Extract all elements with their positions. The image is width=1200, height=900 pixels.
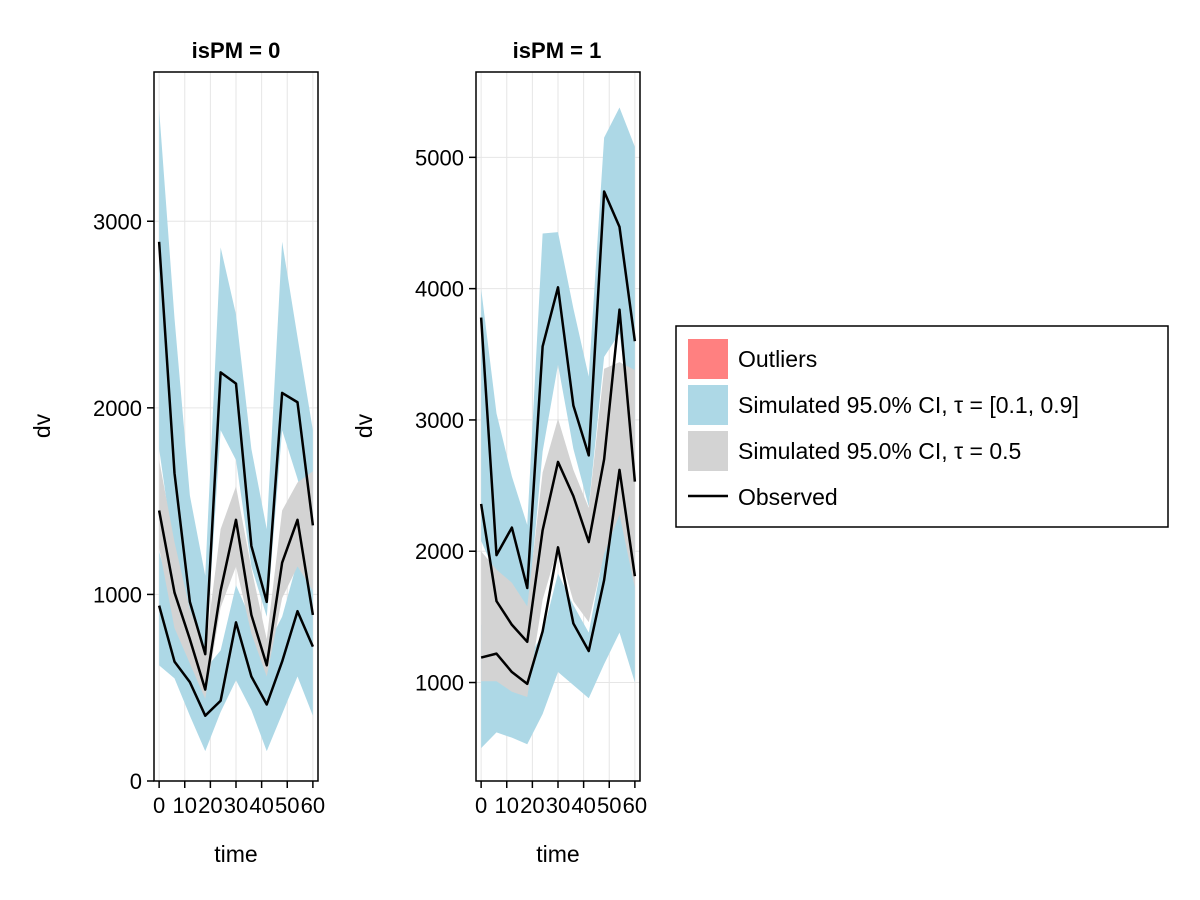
y-tick-label: 1000 [415,671,464,696]
observed-line-1 [479,308,637,644]
legend: Outliers Simulated 95.0% CI, τ = [0.1, 0… [675,325,1169,528]
y-tick-label: 3000 [415,408,464,433]
legend-label-ci-median: Simulated 95.0% CI, τ = 0.5 [738,438,1021,464]
x-tick-label: 60 [623,793,647,818]
y-tick-label: 5000 [415,145,464,170]
legend-label-ci-outer: Simulated 95.0% CI, τ = [0.1, 0.9] [738,392,1079,418]
x-tick-label: 0 [153,793,165,818]
observed-line-1 [157,510,315,691]
panel-title: isPM = 1 [513,38,602,63]
x-axis-label: time [214,841,257,867]
y-tick-label: 4000 [415,277,464,302]
x-tick-label: 50 [275,793,299,818]
observed-lines [157,241,315,717]
legend-frame [675,325,1169,528]
panel-ispm-0: isPM = 0 0 10 20 30 40 50 60 0 1000 2000 3000 tim… [29,38,325,867]
ci-band-median [481,362,635,697]
x-ticks: 0 10 20 30 40 50 60 [153,781,325,818]
x-tick-label: 30 [224,793,248,818]
legend-swatch-ci-median [688,431,728,471]
y-tick-label: 1000 [93,582,142,607]
x-tick-label: 40 [249,793,273,818]
observed-line-0 [157,241,315,656]
ci-band-upper-quantile [481,107,635,619]
observed-line-0 [479,190,637,590]
y-axis-label: dv [351,413,377,438]
legend-swatch-ci-outer [688,385,728,425]
legend-label-outliers: Outliers [738,346,817,372]
ci-band-median [159,460,313,699]
observed-line-2 [480,468,637,686]
y-tick-label: 2000 [415,539,464,564]
y-ticks: 1000 2000 3000 4000 5000 [415,145,476,696]
x-tick-label: 20 [520,793,544,818]
x-tick-label: 0 [475,793,487,818]
x-tick-label: 30 [546,793,570,818]
y-axis-label: dv [29,413,55,438]
x-tick-label: 10 [495,793,519,818]
ci-bands [481,107,635,749]
panel-title: isPM = 0 [192,38,281,63]
x-tick-label: 60 [301,793,325,818]
y-tick-label: 2000 [93,396,142,421]
legend-swatch-outliers [688,339,728,379]
y-ticks: 0 1000 2000 3000 [93,209,154,794]
x-tick-label: 10 [173,793,197,818]
observed-line-2 [157,605,315,717]
panel-ispm-1: isPM = 1 0 10 20 30 40 50 60 1000 2000 3000 4000 5… [351,38,647,867]
y-tick-label: 3000 [93,209,142,234]
legend-label-observed: Observed [738,484,838,510]
x-axis-label: time [536,841,579,867]
x-tick-label: 20 [198,793,222,818]
observed-lines [479,190,637,686]
x-ticks: 0 10 20 30 40 50 60 [475,781,647,818]
x-tick-label: 40 [571,793,595,818]
x-tick-label: 50 [597,793,621,818]
y-tick-label: 0 [130,769,142,794]
